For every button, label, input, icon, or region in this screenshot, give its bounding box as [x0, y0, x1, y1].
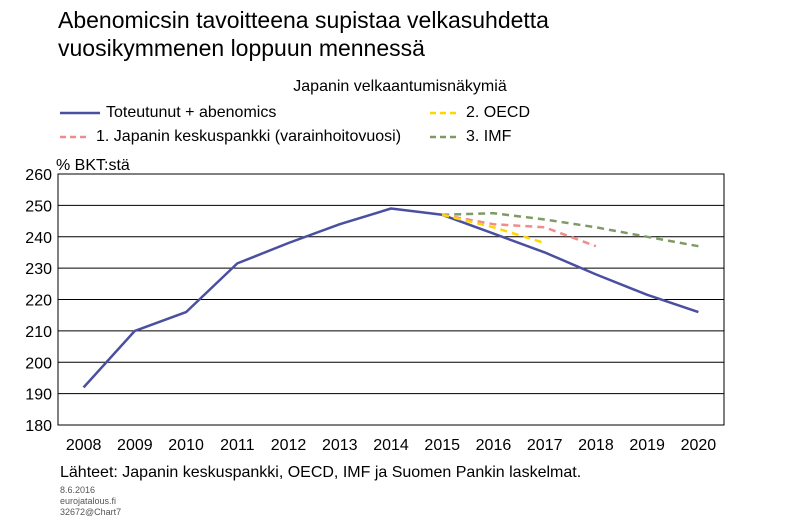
x-tick-label-2009: 2009: [117, 437, 153, 454]
y-axis-unit-label: % BKT:stä: [56, 157, 130, 174]
legend-label-oecd: 2. OECD: [466, 104, 531, 121]
series-line-2: [441, 213, 597, 248]
footer-site: eurojatalous.fi: [60, 496, 117, 506]
y-tick-label-240: 240: [25, 230, 52, 247]
x-tick-label-2017: 2017: [527, 437, 563, 454]
x-tick-label-2015: 2015: [424, 437, 460, 454]
legend-item-imf: 3. IMF: [428, 128, 511, 146]
y-tick-label-200: 200: [25, 355, 52, 372]
title-line-2: vuosikymmenen loppuun mennessä: [58, 35, 425, 61]
y-tick-label-210: 210: [25, 324, 52, 341]
y-tick-label-220: 220: [25, 293, 52, 310]
series-line-1: [441, 213, 546, 245]
legend-swatch-oecd: [430, 111, 460, 115]
legend-item-oecd: 2. OECD: [428, 104, 530, 122]
x-tick-label-2010: 2010: [168, 437, 204, 454]
y-tick-label-230: 230: [25, 261, 52, 278]
legend-label-actual: Toteutunut + abenomics: [106, 104, 277, 121]
x-tick-label-2008: 2008: [66, 437, 102, 454]
x-tick-label-2016: 2016: [476, 437, 512, 454]
series-line-3: [442, 211, 699, 248]
chart-subtitle: Japanin velkaantumisnäkymiä: [293, 78, 507, 95]
x-tick-label-2019: 2019: [629, 437, 665, 454]
legend-item-boj: 1. Japanin keskuspankki (varainhoitovuos…: [58, 128, 401, 146]
series-line-0: [82, 207, 699, 389]
y-tick-label-190: 190: [25, 387, 52, 404]
x-tick-label-2020: 2020: [681, 437, 717, 454]
x-tick-label-2018: 2018: [578, 437, 614, 454]
legend-swatch-imf: [430, 135, 460, 139]
footer-date: 8.6.2016: [60, 485, 96, 495]
y-tick-label-180: 180: [25, 418, 52, 435]
plot-area-frame: [57, 173, 725, 426]
x-tick-label-2012: 2012: [271, 437, 307, 454]
source-note: Lähteet: Japanin keskuspankki, OECD, IMF…: [60, 464, 582, 481]
y-tick-label-260: 260: [25, 167, 52, 184]
chart-title: Abenomicsin tavoitteena supistaa velkasu…: [58, 6, 758, 62]
title-line-1: Abenomicsin tavoitteena supistaa velkasu…: [58, 7, 549, 33]
footer-chart-id: 32672@Chart7: [60, 507, 122, 517]
legend-swatch-boj: [60, 135, 90, 139]
x-tick-label-2014: 2014: [373, 437, 409, 454]
x-tick-label-2011: 2011: [220, 437, 255, 454]
legend-item-actual: Toteutunut + abenomics: [58, 104, 276, 122]
legend-label-imf: 3. IMF: [466, 128, 512, 145]
legend-swatch-actual: [60, 111, 100, 115]
y-tick-label-250: 250: [25, 198, 52, 215]
x-tick-label-2013: 2013: [322, 437, 358, 454]
legend-label-boj: 1. Japanin keskuspankki (varainhoitovuos…: [96, 128, 402, 145]
